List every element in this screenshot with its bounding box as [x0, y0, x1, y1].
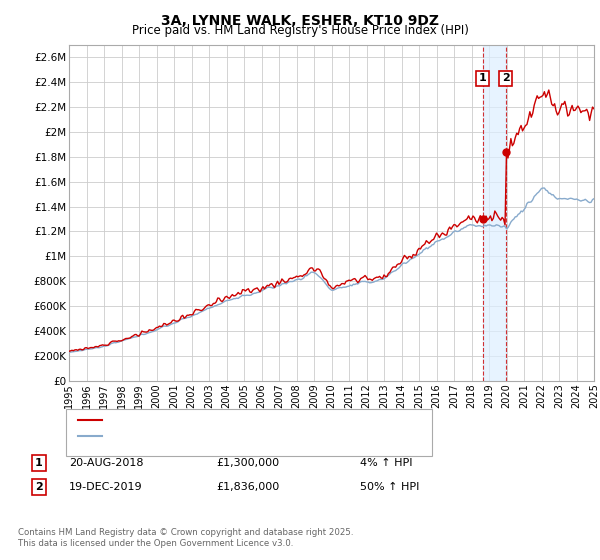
Text: £1,836,000: £1,836,000	[216, 482, 279, 492]
Text: 50% ↑ HPI: 50% ↑ HPI	[360, 482, 419, 492]
Text: Price paid vs. HM Land Registry's House Price Index (HPI): Price paid vs. HM Land Registry's House …	[131, 24, 469, 37]
Text: 3A, LYNNE WALK, ESHER, KT10 9DZ: 3A, LYNNE WALK, ESHER, KT10 9DZ	[161, 14, 439, 28]
Bar	[482, 45, 506, 381]
Text: 19-DEC-2019: 19-DEC-2019	[69, 482, 143, 492]
Text: 1: 1	[35, 458, 43, 468]
Text: £1,300,000: £1,300,000	[216, 458, 279, 468]
Text: 4% ↑ HPI: 4% ↑ HPI	[360, 458, 413, 468]
Text: 3A, LYNNE WALK, ESHER, KT10 9DZ (detached house): 3A, LYNNE WALK, ESHER, KT10 9DZ (detache…	[106, 415, 385, 425]
Text: Contains HM Land Registry data © Crown copyright and database right 2025.
This d: Contains HM Land Registry data © Crown c…	[18, 528, 353, 548]
Text: 2: 2	[35, 482, 43, 492]
Text: 1: 1	[479, 73, 487, 83]
Text: 2: 2	[502, 73, 509, 83]
Text: 20-AUG-2018: 20-AUG-2018	[69, 458, 143, 468]
Text: HPI: Average price, detached house, Elmbridge: HPI: Average price, detached house, Elmb…	[106, 431, 352, 441]
